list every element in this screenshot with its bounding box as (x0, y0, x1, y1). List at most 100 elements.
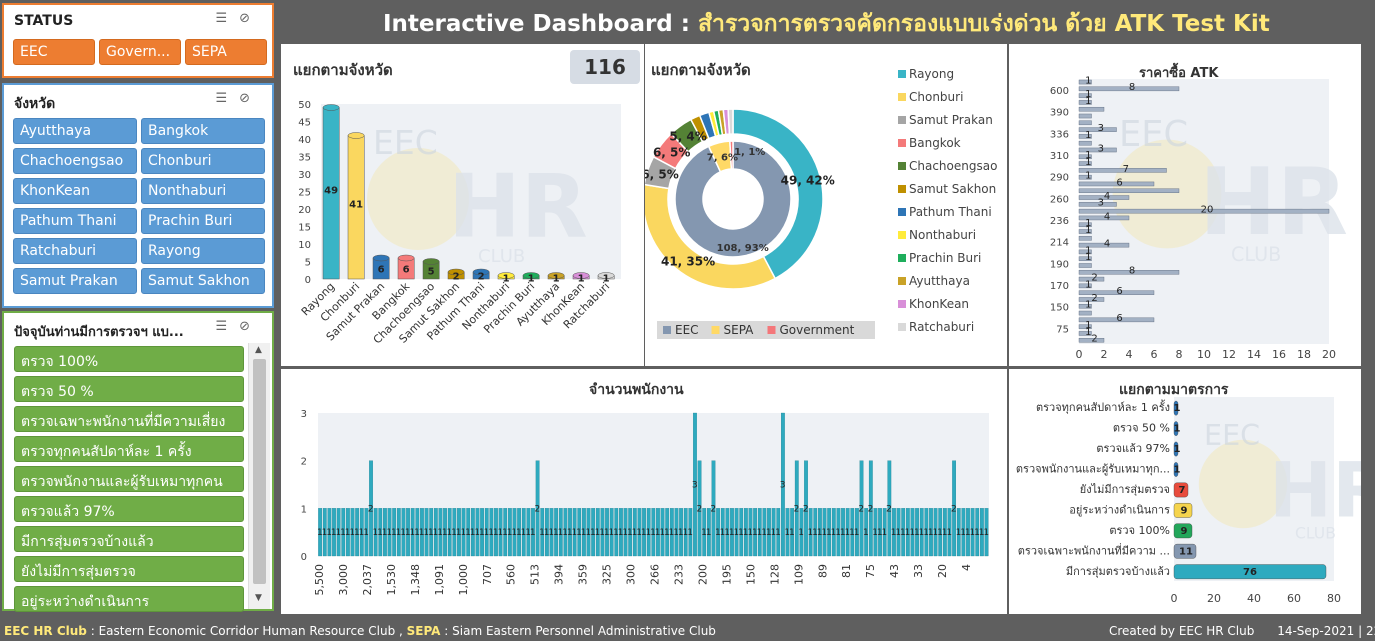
status-item[interactable]: SEPA (185, 39, 267, 65)
bar (1078, 229, 1092, 234)
footer-right: Created by EEC HR Club 14-Sep-2021 | 22:… (1109, 624, 1375, 638)
y-tick-label: 0 (301, 552, 307, 563)
legend-label: Prachin Buri (909, 251, 981, 265)
province-item[interactable]: KhonKean (13, 178, 137, 204)
y-tick-label: 10 (298, 240, 311, 251)
bar-value-label: 1 (1085, 327, 1091, 338)
bar-value-label: 1 (1174, 424, 1181, 435)
province-item[interactable]: Ayutthaya (13, 118, 137, 144)
measure-item[interactable]: ตรวจ 100% (14, 346, 244, 372)
bar-value-label: 1 (400, 528, 406, 538)
province-item[interactable]: Chonburi (141, 148, 265, 174)
province-item[interactable]: Ratchaburi (13, 238, 137, 264)
bar (1078, 249, 1092, 255)
outer-slice (645, 183, 777, 290)
bar-value-label: 1 (826, 528, 832, 538)
bar-value-label: 2 (886, 504, 892, 514)
bar-value-label: 2 (534, 504, 540, 514)
clear-filter-icon[interactable]: ⊘ (239, 11, 262, 26)
watermark-text: CLUB (1295, 525, 1336, 543)
bar-value-label: 1 (641, 528, 647, 538)
bar-value-label: 1 (511, 528, 517, 538)
bar-value-label: 1 (983, 528, 989, 538)
scroll-down-icon[interactable]: ▼ (255, 593, 262, 603)
multi-select-icon[interactable]: ☰ (215, 91, 240, 106)
bar-value-label: 4 (1104, 191, 1110, 202)
bar (966, 508, 970, 557)
multi-select-icon[interactable]: ☰ (215, 11, 240, 26)
bar (420, 508, 424, 557)
province-item[interactable]: Samut Sakhon (141, 268, 265, 294)
measure-item[interactable]: ตรวจแล้ว 97% (14, 496, 244, 522)
bar (831, 508, 836, 557)
clear-filter-icon[interactable]: ⊘ (239, 91, 262, 106)
measure-item[interactable]: ตรวจทุกคนสัปดาห์ละ 1 ครั้ง (14, 436, 244, 462)
legend-label: Ratchaburi (909, 320, 974, 334)
province-item[interactable]: Nonthaburi (141, 178, 265, 204)
province-item[interactable]: Bangkok (141, 118, 265, 144)
watermark-globe (1198, 439, 1288, 529)
bar-value-label: 1 (1085, 225, 1091, 236)
province-item[interactable]: Chachoengsao (13, 148, 137, 174)
bar (720, 508, 725, 557)
measure-item[interactable]: ตรวจพนักงานและผู้รับเหมาทุกคน (14, 466, 244, 492)
bar (526, 508, 531, 557)
scroll-up-icon[interactable]: ▲ (255, 345, 262, 355)
outer-slice (732, 108, 824, 280)
y-tick-label: ตรวจ 100% (1109, 524, 1170, 537)
status-item[interactable]: Govern... (99, 39, 181, 65)
bar (1078, 270, 1180, 275)
bar (975, 508, 980, 557)
bar-value-label: 1 (373, 528, 379, 538)
y-tick-label: 310 (1050, 151, 1069, 162)
measure-item[interactable]: ตรวจ 50 % (14, 376, 244, 402)
x-tick-label: 12 (1222, 348, 1236, 361)
bar-value-label: 1 (747, 528, 753, 538)
scroll-thumb[interactable] (253, 359, 266, 584)
multi-select-icon[interactable]: ☰ (215, 319, 240, 334)
bar (1173, 564, 1327, 580)
measure-item[interactable]: ตรวจเฉพาะพนักงานที่มีความเสี่ยง (14, 406, 244, 432)
y-tick-label: มีการสุ่มตรวจบ้างแล้ว (1066, 565, 1170, 578)
measure-item[interactable]: มีการสุ่มตรวจบ้างแล้ว (14, 526, 244, 552)
province-bar-title: แยกตามจังหวัด (293, 61, 393, 79)
x-tick-label: 359 (577, 564, 590, 585)
footer-org1: EEC HR Club (4, 624, 87, 638)
bar (642, 508, 646, 557)
measure-item[interactable]: ยังไม่มีการสุ่มตรวจ (14, 556, 244, 582)
province-item[interactable]: Pathum Thani (13, 208, 137, 234)
bar-value-label: 1 (507, 528, 513, 538)
status-slicer: STATUS ☰⊘ EEC Govern... SEPA (2, 3, 274, 78)
x-tick-label: 8 (1176, 348, 1183, 361)
bar-value-label: 1 (928, 528, 934, 538)
status-item[interactable]: EEC (13, 39, 95, 65)
scrollbar[interactable]: ▲ ▼ (248, 343, 270, 609)
bar (651, 508, 656, 557)
bar (1173, 421, 1179, 436)
bar-cap (397, 254, 415, 262)
watermark-globe (367, 148, 469, 250)
bar-value-label: 1 (761, 528, 767, 538)
bar (697, 460, 702, 557)
status-slicer-title: STATUS (14, 13, 74, 29)
province-item[interactable]: Prachin Buri (141, 208, 265, 234)
x-tick-label: 10 (1197, 348, 1211, 361)
clear-filter-icon[interactable]: ⊘ (239, 319, 262, 334)
bar (938, 508, 943, 557)
bar (730, 508, 734, 557)
bar (461, 508, 466, 557)
bar-value-label: 1 (470, 528, 476, 538)
measure-item[interactable]: อยู่ระหว่างดำเนินการ (14, 586, 244, 612)
province-item[interactable]: Rayong (141, 238, 265, 264)
province-item[interactable]: Samut Prakan (13, 268, 137, 294)
bar-value-label: 3 (1098, 123, 1104, 134)
bar (507, 508, 512, 557)
y-tick-label: 75 (1056, 324, 1069, 335)
bar-value-label: 8 (1129, 266, 1135, 277)
x-tick-label: 4 (1126, 348, 1133, 361)
bar-value-label: 1 (317, 528, 323, 538)
bar (781, 412, 785, 557)
bar (341, 508, 346, 557)
bar-value-label: 1 (451, 528, 457, 538)
bar (804, 460, 808, 557)
